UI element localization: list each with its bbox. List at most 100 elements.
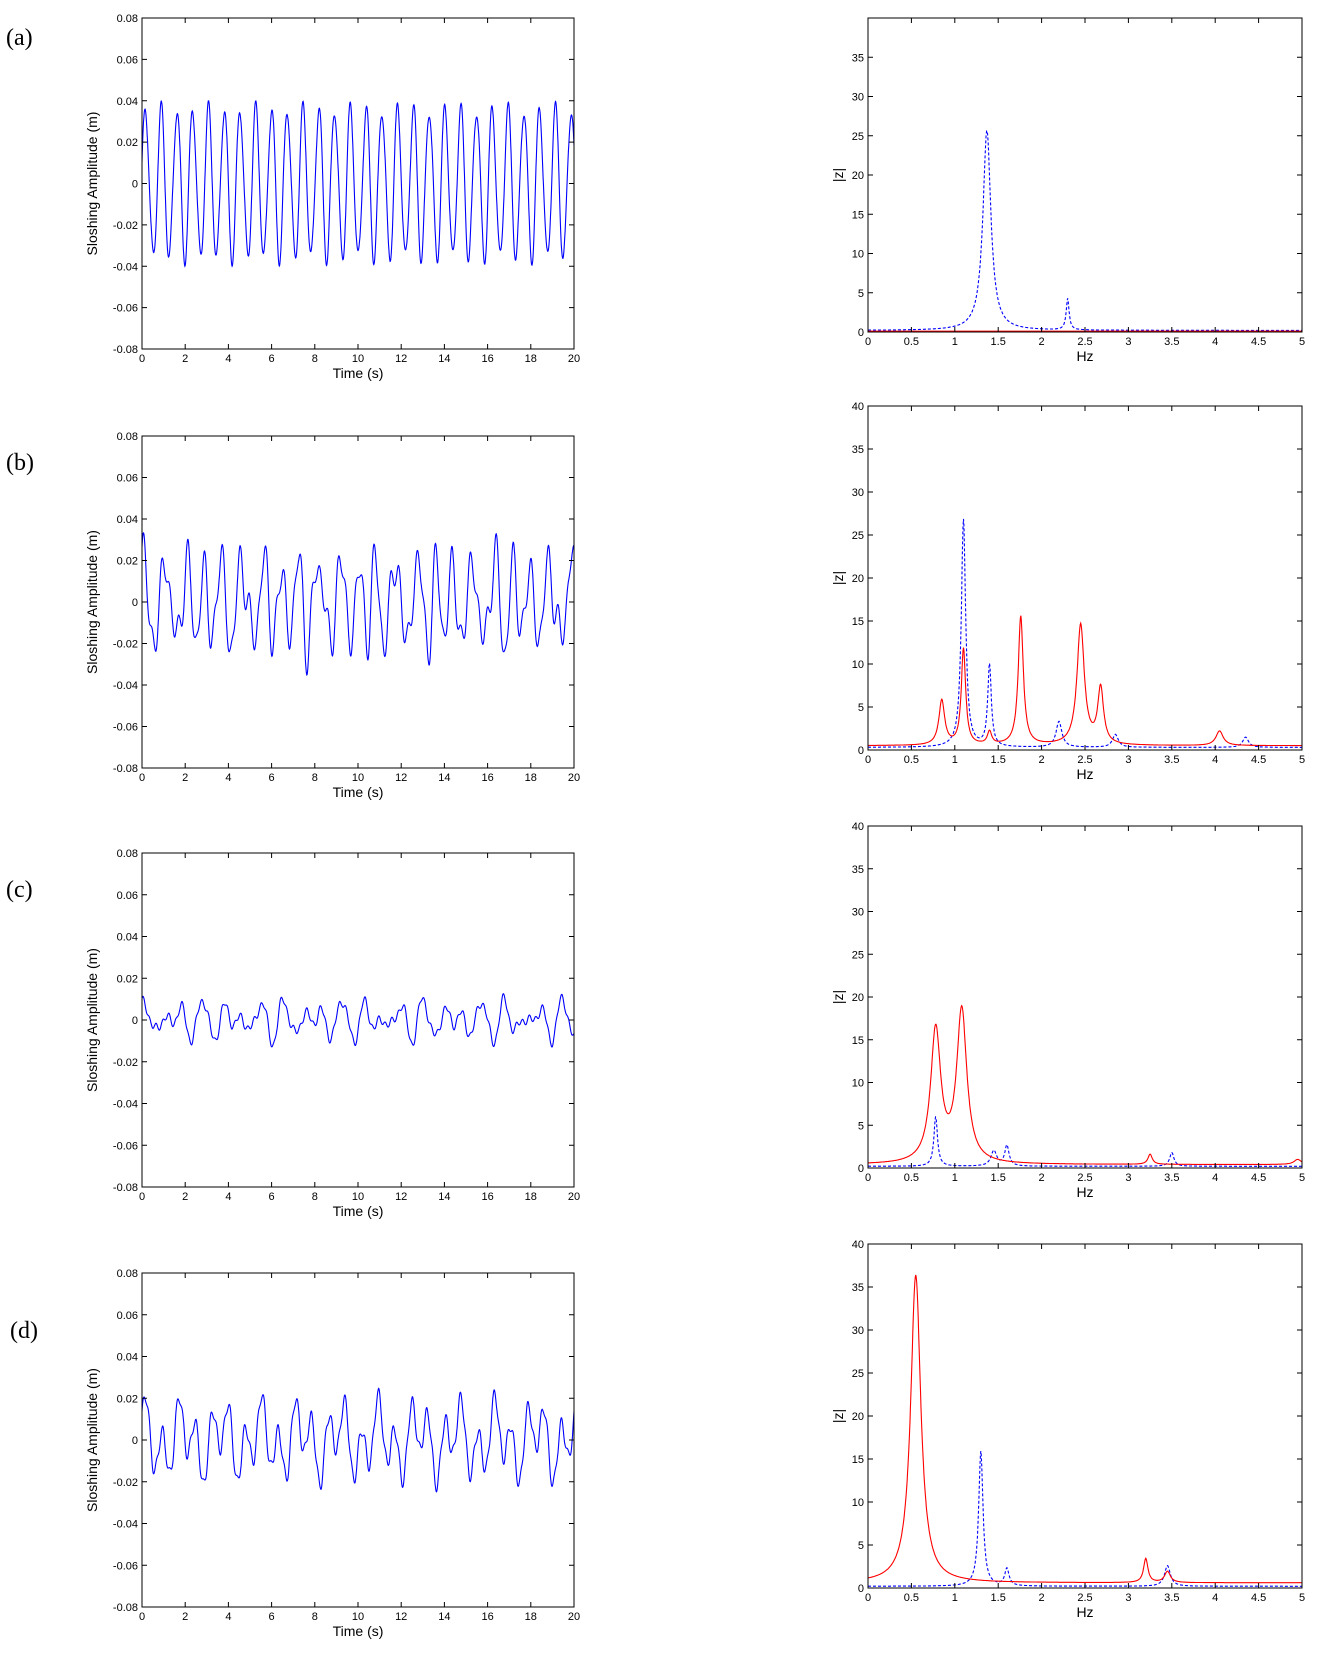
y-tick-label: -0.02 <box>113 1057 138 1069</box>
x-tick-label: 5 <box>1299 1172 1305 1184</box>
x-tick-label: 14 <box>438 353 450 365</box>
x-tick-label: 0 <box>865 754 871 766</box>
y-tick-label: 30 <box>852 1325 864 1337</box>
x-axis-label: Time (s) <box>333 365 384 381</box>
x-tick-label: 10 <box>352 353 364 365</box>
x-tick-label: 4.5 <box>1251 754 1266 766</box>
y-tick-label: -0.04 <box>113 1519 138 1531</box>
x-tick-label: 20 <box>568 772 580 784</box>
x-tick-label: 0 <box>865 1172 871 1184</box>
chart-c-spectrum: 0 0.5 1 1.5 2 2.5 3 3.5 4 4.5 5 0 5 10 15 20 25 30 35 40 Hz |… <box>830 821 1305 1200</box>
x-tick-label: 4 <box>225 353 231 365</box>
x-tick-label: 10 <box>352 1191 364 1203</box>
x-tick-label: 14 <box>438 1191 450 1203</box>
panel-label-b: (b) <box>6 450 34 476</box>
x-tick-label: 8 <box>312 353 318 365</box>
x-tick-label: 2 <box>1039 336 1045 348</box>
chart-a-time: 0 2 4 6 8 10 12 14 16 18 20 -0.08 -0.06 -0.04 -0.02 0 0.… <box>84 13 580 381</box>
y-axis-label: Sloshing Amplitude (m) <box>84 948 100 1092</box>
y-tick-label: 0.04 <box>117 514 138 526</box>
y-axis-label: |z| <box>830 571 846 585</box>
x-tick-label: 4 <box>225 772 231 784</box>
x-tick-label: 0 <box>139 1611 145 1623</box>
x-axis-label: Time (s) <box>333 1623 384 1639</box>
y-tick-label: 0.02 <box>117 556 138 568</box>
y-axis-label: Sloshing Amplitude (m) <box>84 530 100 674</box>
y-tick-label: -0.04 <box>113 1099 138 1111</box>
y-axis-label: Sloshing Amplitude (m) <box>84 112 100 256</box>
y-tick-label: 0.06 <box>117 473 138 485</box>
x-tick-label: 0 <box>139 353 145 365</box>
y-tick-label: 5 <box>858 1120 864 1132</box>
x-tick-label: 4.5 <box>1251 1592 1266 1604</box>
y-tick-label: -0.08 <box>113 1602 138 1614</box>
x-tick-label: 20 <box>568 353 580 365</box>
x-tick-label: 2 <box>182 353 188 365</box>
y-tick-label: -0.02 <box>113 220 138 232</box>
y-tick-label: 0.06 <box>117 890 138 902</box>
plot-frame <box>867 1243 1303 1589</box>
x-tick-label: 1.5 <box>991 754 1006 766</box>
y-tick-label: 5 <box>858 288 864 300</box>
y-tick-label: 15 <box>852 1454 864 1466</box>
x-axis-label: Time (s) <box>333 784 384 800</box>
x-tick-label: 4 <box>1212 1592 1218 1604</box>
y-tick-label: 0.02 <box>117 137 138 149</box>
series-line-d-time-solid <box>142 1387 574 1493</box>
x-tick-label: 16 <box>481 1191 493 1203</box>
y-tick-label: 0.08 <box>117 1268 138 1280</box>
x-tick-label: 3 <box>1125 336 1131 348</box>
x-tick-label: 5 <box>1299 336 1305 348</box>
series-line-b-spectrum-dashed <box>868 518 1302 748</box>
y-tick-label: 10 <box>852 1078 864 1090</box>
y-tick-label: 0.06 <box>117 1310 138 1322</box>
y-tick-label: -0.02 <box>113 1477 138 1489</box>
x-tick-label: 12 <box>395 1191 407 1203</box>
y-tick-label: -0.06 <box>113 1140 138 1152</box>
x-tick-label: 6 <box>269 772 275 784</box>
x-tick-label: 1 <box>952 754 958 766</box>
x-tick-label: 2 <box>1039 1592 1045 1604</box>
x-tick-label: 2.5 <box>1077 1592 1092 1604</box>
x-tick-label: 20 <box>568 1191 580 1203</box>
y-tick-label: 25 <box>852 131 864 143</box>
y-tick-label: 35 <box>852 444 864 456</box>
x-tick-label: 10 <box>352 1611 364 1623</box>
x-tick-label: 18 <box>525 353 537 365</box>
x-tick-label: 4.5 <box>1251 336 1266 348</box>
x-tick-label: 4 <box>225 1191 231 1203</box>
y-tick-label: 10 <box>852 659 864 671</box>
chart-b-spectrum: 0 0.5 1 1.5 2 2.5 3 3.5 4 4.5 5 0 5 10 15 20 25 30 35 40 Hz |… <box>830 401 1305 782</box>
x-tick-label: 18 <box>525 1611 537 1623</box>
y-tick-label: -0.04 <box>113 680 138 692</box>
x-tick-label: 18 <box>525 772 537 784</box>
series-line-b-spectrum-solid <box>868 615 1302 747</box>
panel-label-d: (d) <box>10 1318 38 1344</box>
y-tick-label: 25 <box>852 949 864 961</box>
x-tick-label: 16 <box>481 1611 493 1623</box>
x-tick-label: 8 <box>312 1191 318 1203</box>
y-tick-label: 0.04 <box>117 932 138 944</box>
y-tick-label: 20 <box>852 1411 864 1423</box>
y-tick-label: 25 <box>852 530 864 542</box>
y-tick-label: 35 <box>852 52 864 64</box>
x-tick-label: 3 <box>1125 1172 1131 1184</box>
x-tick-label: 6 <box>269 1611 275 1623</box>
x-tick-label: 12 <box>395 1611 407 1623</box>
y-tick-label: 0.08 <box>117 13 138 25</box>
y-tick-label: 5 <box>858 1540 864 1552</box>
y-tick-label: 0.04 <box>117 96 138 108</box>
series-line-c-spectrum-dashed <box>868 1115 1302 1167</box>
y-tick-label: 15 <box>852 1035 864 1047</box>
chart-a-spectrum: 0 0.5 1 1.5 2 2.5 3 3.5 4 4.5 5 0 5 10 15 20 25 30 35 Hz |z| <box>830 17 1305 364</box>
y-tick-label: -0.04 <box>113 261 138 273</box>
chart-c-time: 0 2 4 6 8 10 12 14 16 18 20 -0.08 -0.06 -0.04 -0.02 0 0.… <box>84 848 580 1219</box>
y-tick-label: -0.08 <box>113 763 138 775</box>
x-tick-label: 5 <box>1299 1592 1305 1604</box>
chart-d-time: 0 2 4 6 8 10 12 14 16 18 20 -0.08 -0.06 -0.04 -0.02 0 0.… <box>84 1268 580 1639</box>
chart-b-time: 0 2 4 6 8 10 12 14 16 18 20 -0.08 -0.06 -0.04 -0.02 0 0.… <box>84 431 580 800</box>
x-tick-label: 3.5 <box>1164 1592 1179 1604</box>
y-tick-label: 30 <box>852 907 864 919</box>
x-tick-label: 4 <box>1212 1172 1218 1184</box>
